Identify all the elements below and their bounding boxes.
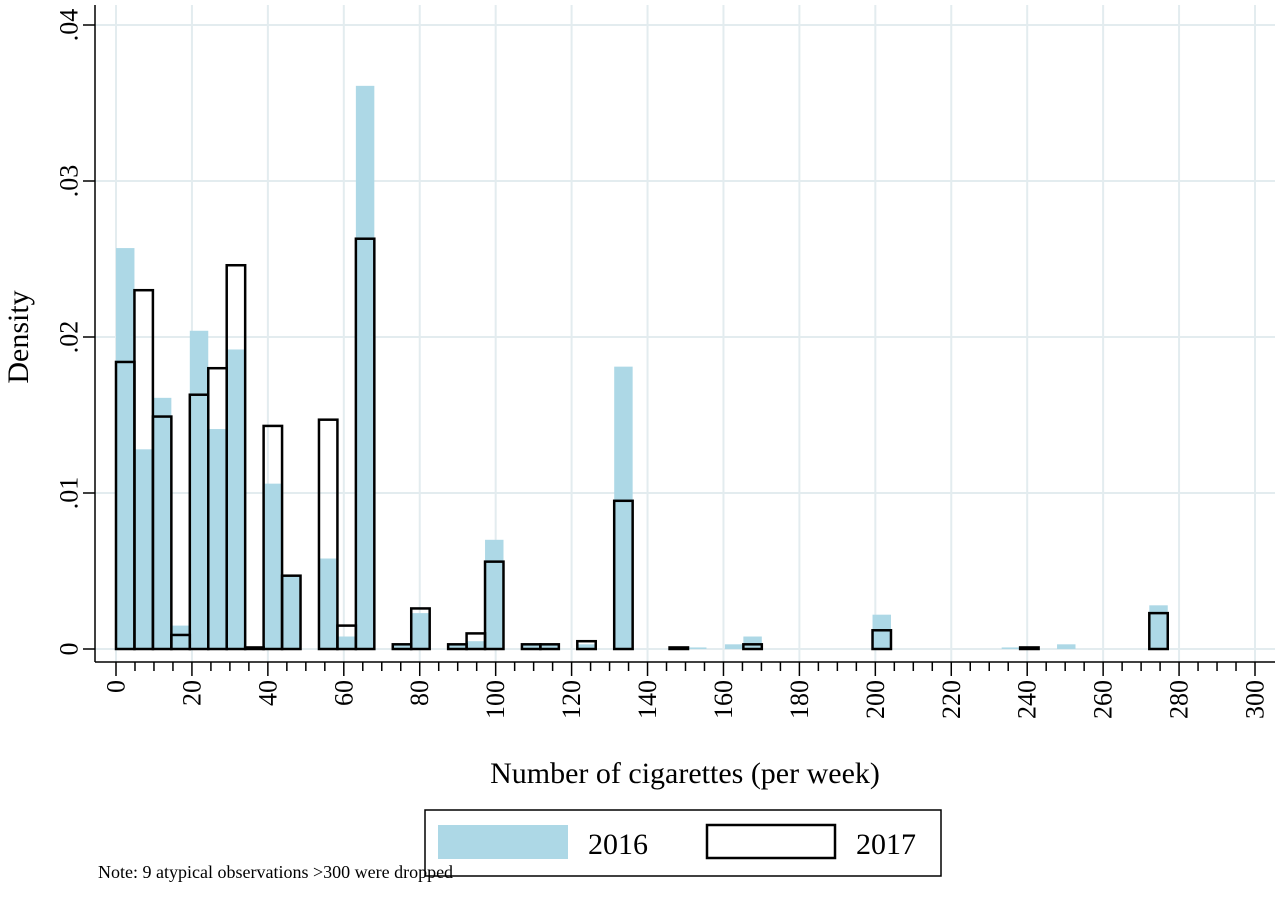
- series-2016-bars: [116, 85, 1168, 650]
- bar-2016: [392, 644, 412, 649]
- bar-2016: [355, 85, 375, 650]
- bar-2017: [612, 499, 634, 651]
- bar-2016: [263, 483, 283, 649]
- bar-2017: [262, 424, 284, 651]
- series-2017-bars: [114, 237, 1170, 651]
- x-axis-ticks: 0 20 40 60 80 100 120 140 160 180 200 220 240 260 280 3…: [102, 662, 1270, 719]
- x-tick-label: 280: [1165, 680, 1194, 719]
- bar-2016: [116, 248, 135, 649]
- x-tick-label: 0: [102, 680, 131, 693]
- bar-2016: [577, 644, 596, 649]
- x-tick-label: 140: [633, 680, 662, 719]
- x-tick-label: 240: [1013, 680, 1042, 719]
- y-tick-label: .03: [55, 165, 84, 198]
- bar-2017: [317, 418, 339, 651]
- y-tick-label: .04: [55, 9, 84, 42]
- x-axis-title: Number of cigarettes (per week): [490, 757, 880, 790]
- x-tick-label: 200: [861, 680, 890, 719]
- bar-2016: [134, 449, 153, 649]
- x-tick-label: 300: [1241, 680, 1270, 719]
- bar-2017: [539, 643, 561, 651]
- x-tick-label: 220: [937, 680, 966, 719]
- bar-2016: [743, 636, 762, 649]
- bar-2017: [280, 574, 302, 651]
- y-tick-label: 0: [55, 643, 84, 656]
- bar-2016: [872, 614, 891, 649]
- bar-2017: [576, 639, 597, 651]
- x-tick-label: 120: [557, 680, 586, 719]
- bar-2016: [282, 575, 301, 649]
- bar-2016: [318, 558, 338, 649]
- chart-note: Note: 9 atypical observations >300 were …: [98, 862, 454, 882]
- bar-2016: [614, 366, 633, 649]
- bar-2017: [151, 415, 173, 651]
- x-tick-label: 40: [253, 680, 282, 706]
- bar-2016: [411, 613, 430, 649]
- bar-2016: [724, 644, 744, 649]
- legend-swatch-2016: [438, 825, 568, 859]
- x-tick-label: 160: [709, 680, 738, 719]
- bar-2017: [668, 646, 690, 651]
- y-tick-label: .01: [55, 477, 84, 510]
- bar-2016: [208, 429, 227, 649]
- bar-2016: [189, 330, 209, 649]
- bar-2016: [152, 397, 172, 649]
- x-tick-label: 20: [177, 680, 206, 706]
- bar-2017: [354, 237, 376, 651]
- bar-2016: [521, 644, 541, 649]
- x-tick-label: 260: [1089, 680, 1118, 719]
- x-tick-label: 100: [481, 680, 510, 719]
- bar-2016: [540, 644, 559, 649]
- bar-2016: [226, 349, 246, 649]
- bar-2016: [337, 636, 356, 649]
- legend-swatch-2017: [705, 823, 837, 860]
- bar-2017: [1018, 646, 1040, 651]
- bar-2017: [409, 607, 431, 651]
- bar-2016: [688, 647, 707, 649]
- bar-2017: [871, 629, 893, 651]
- x-tick-label: 180: [785, 680, 814, 719]
- x-tick-label: 60: [329, 680, 358, 706]
- y-axis-ticks: 0 .01 .02 .03 .04: [55, 9, 95, 656]
- bar-2016: [1149, 605, 1168, 649]
- legend-label-2017: 2017: [856, 828, 916, 861]
- bar-2016: [448, 644, 467, 649]
- legend-label-2016: 2016: [588, 828, 648, 861]
- bar-2017: [243, 646, 265, 651]
- bar-2017: [483, 560, 505, 651]
- bar-2017: [1148, 611, 1170, 651]
- bar-2017: [225, 263, 247, 651]
- y-tick-label: .02: [55, 321, 84, 354]
- legend: 2016 2017: [424, 809, 942, 877]
- bar-2016: [485, 539, 504, 649]
- x-tick-label: 80: [405, 680, 434, 706]
- bar-2016: [1001, 647, 1021, 649]
- bar-2016: [171, 625, 190, 649]
- bar-2016: [1057, 644, 1076, 649]
- y-axis-title: Density: [2, 290, 35, 383]
- bar-2017: [742, 643, 764, 651]
- bar-2016: [466, 641, 486, 649]
